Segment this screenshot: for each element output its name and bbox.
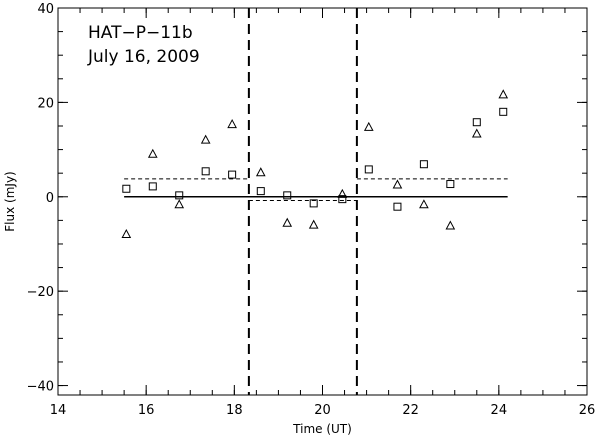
triangle-marker [174,199,185,209]
y-tick-label: −20 [27,285,54,300]
triangle-marker [308,219,319,229]
triangle-marker [419,199,429,209]
y-tick-label: 20 [37,96,54,111]
square-marker [472,118,481,127]
triangle-marker [498,89,509,99]
triangle-marker [255,167,266,177]
square-marker [228,170,237,179]
square-marker [499,107,508,116]
triangle-marker [200,134,211,144]
y-tick-label: 0 [46,191,54,206]
triangle-marker [337,188,348,198]
y-tick-label: 40 [37,2,54,17]
plot-frame [57,7,588,396]
triangle-marker [363,121,374,131]
y-tick-label: −40 [27,380,54,395]
triangle-marker [392,179,403,189]
square-marker [201,167,210,176]
data-markers [121,89,509,239]
x-tick-label: 22 [402,403,419,418]
reference-lines [124,8,508,395]
square-marker [148,182,157,191]
x-tick-label: 20 [314,403,331,418]
x-tick-label: 24 [491,403,508,418]
square-marker [309,199,318,208]
x-tick-label: 16 [138,403,155,418]
x-tick-label: 18 [226,403,243,418]
chart-annotation: July 16, 2009 [87,47,200,67]
square-marker [283,191,292,200]
square-marker [364,165,373,174]
chart-annotation: HAT−P−11b [88,23,193,43]
square-marker [393,202,402,211]
square-marker [419,160,428,169]
triangle-marker [121,228,132,239]
square-marker [122,184,131,193]
square-marker [338,195,347,204]
x-tick-label: 26 [579,403,596,418]
triangle-marker [282,217,293,227]
triangle-marker [471,128,482,138]
square-marker [175,191,184,200]
annotations: HAT−P−11b July 16, 2009 [87,23,200,67]
y-axis-label: Flux (mJy) [3,171,17,231]
x-tick-label: 14 [50,403,67,418]
square-marker [446,180,455,189]
x-axis-label: Time (UT) [292,422,352,436]
triangle-marker [147,148,158,158]
triangle-marker [445,220,456,230]
triangle-marker [227,119,237,129]
tick-labels: 14 16 18 20 22 24 26 −40 −20 0 20 40 [27,2,596,418]
square-marker [256,187,265,196]
